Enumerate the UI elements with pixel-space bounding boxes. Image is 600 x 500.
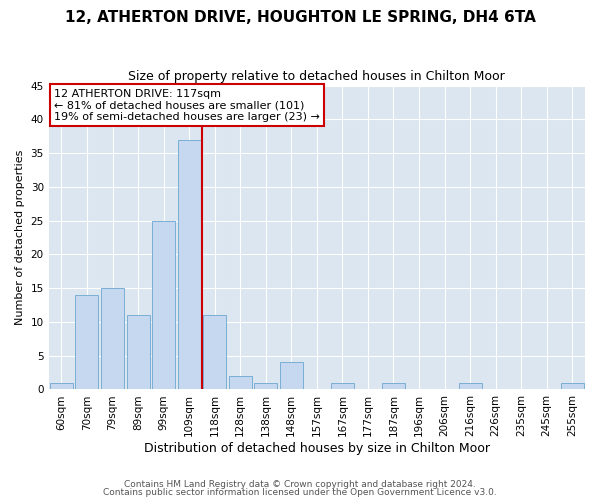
Bar bbox=[280, 362, 303, 390]
Text: 12 ATHERTON DRIVE: 117sqm
← 81% of detached houses are smaller (101)
19% of semi: 12 ATHERTON DRIVE: 117sqm ← 81% of detac… bbox=[54, 88, 320, 122]
Title: Size of property relative to detached houses in Chilton Moor: Size of property relative to detached ho… bbox=[128, 70, 505, 83]
Text: Contains HM Land Registry data © Crown copyright and database right 2024.: Contains HM Land Registry data © Crown c… bbox=[124, 480, 476, 489]
Bar bbox=[203, 315, 226, 390]
Y-axis label: Number of detached properties: Number of detached properties bbox=[15, 150, 25, 325]
Bar bbox=[152, 220, 175, 390]
Bar bbox=[331, 382, 354, 390]
Bar bbox=[76, 295, 98, 390]
X-axis label: Distribution of detached houses by size in Chilton Moor: Distribution of detached houses by size … bbox=[144, 442, 490, 455]
Bar bbox=[254, 382, 277, 390]
Bar bbox=[561, 382, 584, 390]
Bar bbox=[101, 288, 124, 390]
Bar bbox=[178, 140, 200, 390]
Bar bbox=[458, 382, 482, 390]
Bar bbox=[127, 315, 149, 390]
Bar bbox=[50, 382, 73, 390]
Text: 12, ATHERTON DRIVE, HOUGHTON LE SPRING, DH4 6TA: 12, ATHERTON DRIVE, HOUGHTON LE SPRING, … bbox=[65, 10, 535, 25]
Bar bbox=[382, 382, 405, 390]
Text: Contains public sector information licensed under the Open Government Licence v3: Contains public sector information licen… bbox=[103, 488, 497, 497]
Bar bbox=[229, 376, 252, 390]
